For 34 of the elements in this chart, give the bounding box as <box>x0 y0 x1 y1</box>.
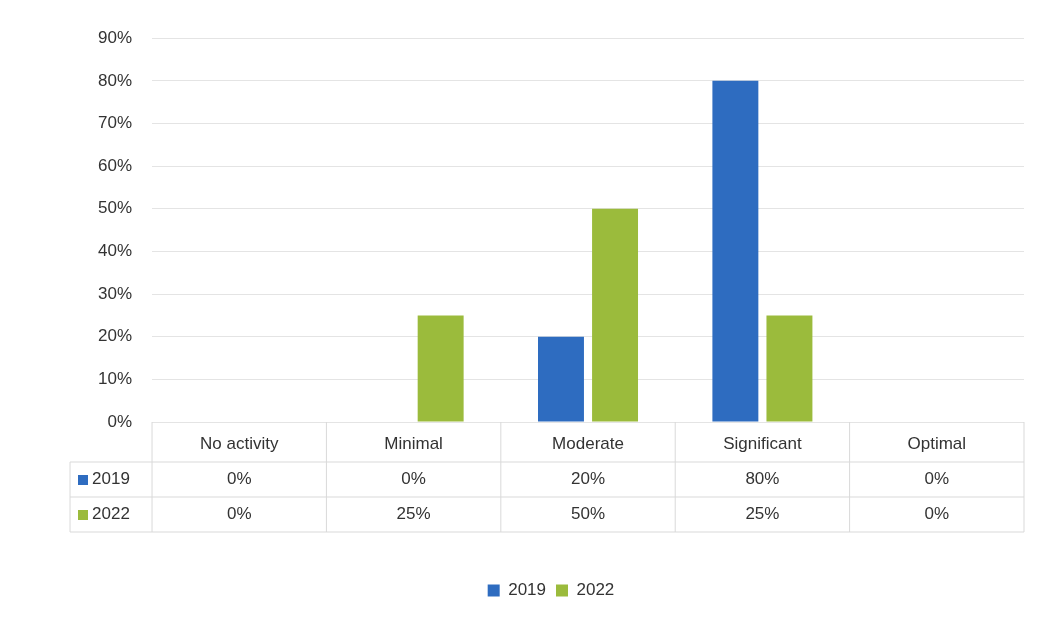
y-tick-label: 20% <box>97 326 133 346</box>
y-tick-label: 0% <box>107 411 133 431</box>
data-label: 50% <box>571 504 606 524</box>
bar <box>712 80 759 422</box>
y-tick-label: 80% <box>97 70 133 90</box>
data-label: 80% <box>745 469 780 489</box>
x-tick-label: Significant <box>723 433 802 453</box>
y-tick-label: 30% <box>97 283 133 303</box>
x-tick-label: Optimal <box>907 433 967 453</box>
bar <box>538 336 584 422</box>
data-label: 0% <box>226 469 252 489</box>
x-tick-label: Moderate <box>552 433 624 453</box>
y-tick-label: 40% <box>97 241 133 261</box>
legend-label: 2022 <box>576 580 615 600</box>
bar <box>592 208 639 422</box>
data-label: 0% <box>226 504 252 524</box>
data-label: 25% <box>745 504 780 524</box>
bar <box>766 315 813 422</box>
x-tick-label: No activity <box>200 433 279 453</box>
data-label: 0% <box>924 469 950 489</box>
text: 2022 <box>92 504 130 524</box>
data-label: 25% <box>396 504 431 524</box>
y-tick-label: 10% <box>97 369 133 389</box>
data-label: 20% <box>571 469 606 489</box>
data-label: 0% <box>401 469 426 489</box>
y-tick-label: 90% <box>97 27 133 47</box>
y-tick-label: 50% <box>97 198 133 218</box>
y-tick-label: 70% <box>97 113 133 133</box>
x-tick-label: Minimal <box>384 433 443 453</box>
legend-label: 2019 <box>508 580 547 600</box>
bar <box>417 315 464 422</box>
y-tick-label: 60% <box>97 155 133 175</box>
text: 2019 <box>92 469 130 489</box>
data-label: 0% <box>924 504 950 524</box>
